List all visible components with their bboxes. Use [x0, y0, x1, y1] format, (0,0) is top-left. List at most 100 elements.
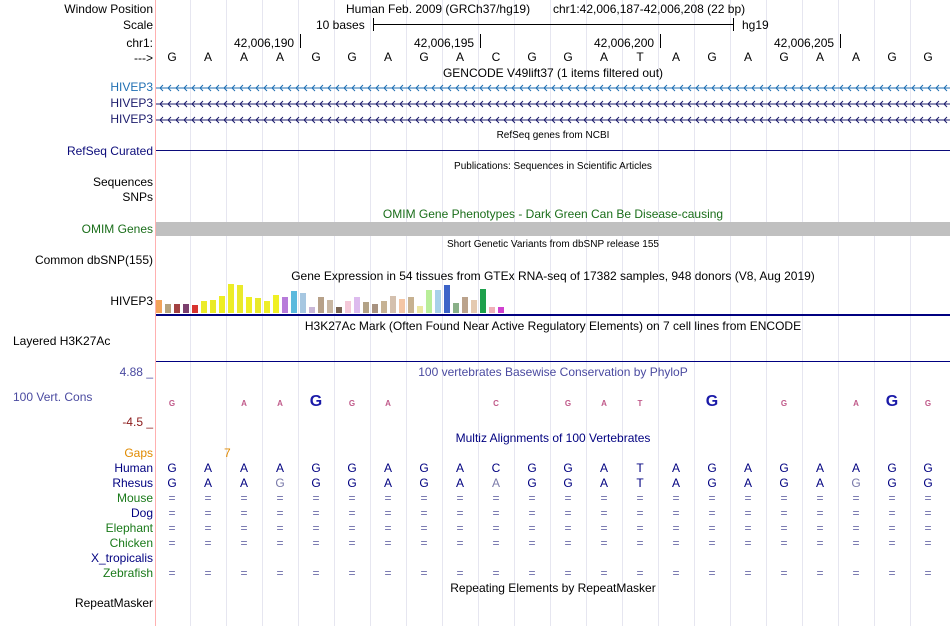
gencode-transcript-1[interactable] — [156, 81, 950, 95]
gtex-tissue-bar[interactable] — [264, 301, 270, 313]
common-dbsnp-label[interactable]: Common dbSNP(155) — [34, 253, 153, 267]
species-label[interactable]: Rhesus — [112, 476, 153, 490]
strand-arrow-mark — [191, 116, 196, 124]
gtex-track-title[interactable]: Gene Expression in 54 tissues from GTEx … — [291, 269, 815, 283]
strand-arrow-mark — [319, 84, 324, 92]
gtex-tissue-bar[interactable] — [408, 297, 414, 313]
strand-arrow-mark — [367, 116, 372, 124]
gtex-tissue-bar[interactable] — [345, 301, 351, 313]
gtex-tissue-bar[interactable] — [453, 303, 459, 313]
phylop-track-title[interactable]: 100 vertebrates Basewise Conservation by… — [418, 365, 688, 379]
gtex-tissue-bar[interactable] — [201, 301, 207, 313]
strand-arrow-mark — [807, 116, 812, 124]
omim-track-title[interactable]: OMIM Gene Phenotypes - Dark Green Can Be… — [382, 207, 724, 221]
gtex-tissue-bar[interactable] — [291, 291, 297, 313]
gtex-expression-chart[interactable] — [156, 284, 556, 313]
strand-arrow-mark — [679, 100, 684, 108]
strand-arrow-mark — [287, 116, 292, 124]
gtex-tissue-bar[interactable] — [444, 285, 450, 313]
publications-track-title[interactable]: Publications: Sequences in Scientific Ar… — [454, 161, 652, 172]
gencode-transcript-2[interactable] — [156, 97, 950, 111]
gtex-tissue-bar[interactable] — [327, 300, 333, 313]
species-label[interactable]: Mouse — [116, 491, 153, 505]
gtex-tissue-bar[interactable] — [174, 304, 180, 313]
browser-track-area[interactable]: Human Feb. 2009 (GRCh37/hg19) chr1:42,00… — [156, 0, 950, 626]
h3k27ac-track-title[interactable]: H3K27Ac Mark (Often Found Near Active Re… — [304, 319, 802, 333]
species-label[interactable]: Zebrafish — [102, 566, 153, 580]
gtex-tissue-bar[interactable] — [219, 296, 225, 313]
gtex-tissue-bar[interactable] — [309, 307, 315, 313]
species-label[interactable]: Human — [114, 461, 153, 475]
species-label[interactable]: Dog — [130, 506, 153, 520]
gtex-tissue-bar[interactable] — [336, 307, 342, 313]
alignment-base: = — [924, 506, 932, 520]
gtex-tissue-bar[interactable] — [372, 304, 378, 313]
strand-arrow-mark — [495, 84, 500, 92]
strand-arrow-mark — [247, 100, 252, 108]
gtex-tissue-bar[interactable] — [318, 297, 324, 313]
gtex-tissue-bar[interactable] — [228, 284, 234, 313]
omim-phenotype-block[interactable] — [156, 222, 950, 236]
gtex-tissue-bar[interactable] — [210, 300, 216, 313]
strand-arrow-mark — [567, 84, 572, 92]
phylop-track-label[interactable]: 100 Vert. Cons — [13, 390, 93, 404]
gtex-tissue-bar[interactable] — [273, 295, 279, 313]
gtex-tissue-bar[interactable] — [183, 304, 189, 313]
strand-arrow-mark — [639, 84, 644, 92]
species-label[interactable]: Chicken — [109, 536, 153, 550]
layered-h3k27ac-label[interactable]: Layered H3K27Ac — [13, 334, 111, 348]
gtex-tissue-bar[interactable] — [363, 302, 369, 313]
omim-genes-label[interactable]: OMIM Genes — [81, 222, 153, 236]
gtex-tissue-bar[interactable] — [255, 298, 261, 313]
gtex-tissue-bar[interactable] — [156, 300, 162, 313]
gtex-tissue-bar[interactable] — [354, 297, 360, 313]
strand-arrow-mark — [567, 116, 572, 124]
gtex-tissue-bar[interactable] — [417, 306, 423, 313]
gtex-tissue-bar[interactable] — [246, 297, 252, 313]
gtex-tissue-bar[interactable] — [300, 293, 306, 313]
gtex-tissue-bar[interactable] — [192, 305, 198, 313]
refseq-curated-label[interactable]: RefSeq Curated — [66, 144, 153, 158]
region-position[interactable]: chr1:42,006,187-42,006,208 (22 bp) — [553, 2, 746, 16]
strand-arrow-label: ---> — [134, 51, 153, 65]
gene-label-hivep3-2[interactable]: HIVEP3 — [110, 96, 153, 110]
gene-label-hivep3-1[interactable]: HIVEP3 — [110, 80, 153, 94]
gtex-tissue-bar[interactable] — [237, 285, 243, 313]
gtex-tissue-bar[interactable] — [381, 301, 387, 313]
refseq-track-title[interactable]: RefSeq genes from NCBI — [496, 130, 610, 141]
snps-label[interactable]: SNPs — [122, 190, 153, 204]
gtex-tissue-bar[interactable] — [435, 290, 441, 313]
repeatmasker-label[interactable]: RepeatMasker — [74, 596, 153, 610]
alignment-base: = — [924, 491, 932, 505]
multiz-track-title[interactable]: Multiz Alignments of 100 Vertebrates — [455, 431, 651, 445]
gtex-gene-label[interactable]: HIVEP3 — [110, 294, 153, 308]
repeatmasker-track-title[interactable]: Repeating Elements by RepeatMasker — [450, 581, 656, 595]
gtex-tissue-bar[interactable] — [282, 297, 288, 313]
gene-label-hivep3-3[interactable]: HIVEP3 — [110, 112, 153, 126]
species-label[interactable]: X_tropicalis — [90, 551, 153, 565]
sequences-label[interactable]: Sequences — [92, 175, 153, 189]
alignment-base: = — [888, 491, 896, 505]
alignment-base: A — [815, 461, 824, 475]
species-label[interactable]: Elephant — [105, 521, 153, 535]
alignment-base: G — [707, 476, 717, 490]
gtex-tissue-bar[interactable] — [480, 289, 486, 313]
strand-arrow-mark — [591, 84, 596, 92]
strand-arrow-mark — [911, 100, 916, 108]
gtex-tissue-bar[interactable] — [165, 304, 171, 313]
gtex-tissue-bar[interactable] — [390, 296, 396, 313]
refseq-gene-line[interactable] — [156, 150, 950, 151]
gtex-tissue-bar[interactable] — [399, 299, 405, 313]
gtex-tissue-bar[interactable] — [462, 297, 468, 313]
gencode-track-title[interactable]: GENCODE V49lift37 (1 items filtered out) — [442, 66, 664, 80]
gtex-tissue-bar[interactable] — [489, 307, 495, 313]
strand-arrow-mark — [751, 84, 756, 92]
gencode-transcript-3[interactable] — [156, 113, 950, 127]
strand-arrow-mark — [343, 100, 348, 108]
strand-arrow-mark — [535, 100, 540, 108]
dbsnp-track-title[interactable]: Short Genetic Variants from dbSNP releas… — [447, 239, 659, 250]
gtex-tissue-bar[interactable] — [471, 300, 477, 313]
gtex-tissue-bar[interactable] — [498, 307, 504, 313]
gtex-tissue-bar[interactable] — [426, 290, 432, 313]
